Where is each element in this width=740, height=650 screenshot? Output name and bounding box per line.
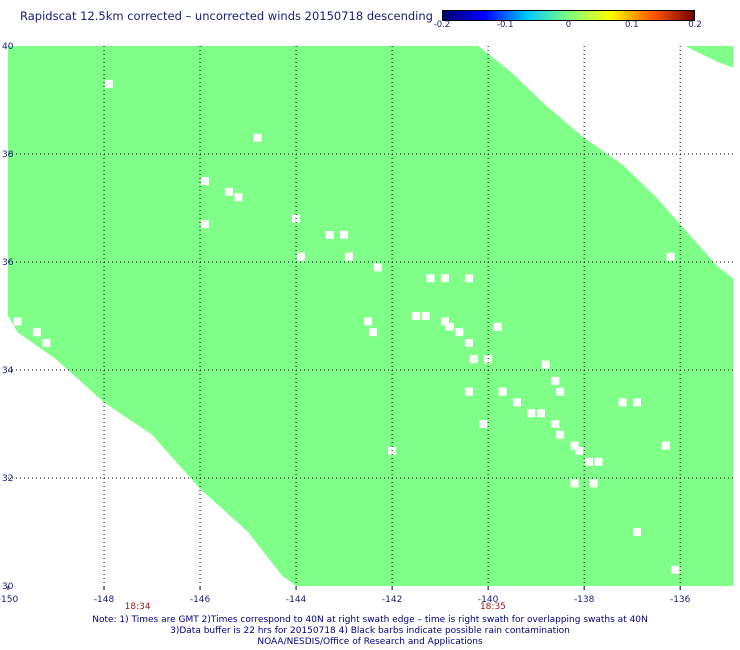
missing-data-cell	[527, 409, 536, 418]
missing-data-cell	[13, 317, 22, 326]
missing-data-cell	[445, 322, 454, 331]
missing-data-cell	[551, 420, 560, 428]
missing-data-cell	[224, 187, 233, 196]
missing-data-cell	[344, 252, 353, 261]
missing-data-cell	[32, 328, 41, 337]
missing-data-cell	[618, 398, 627, 407]
missing-data-cell	[104, 79, 113, 88]
missing-data-cell	[484, 355, 493, 364]
missing-data-cell	[536, 409, 545, 418]
missing-data-cell	[325, 231, 334, 239]
missing-data-cell	[340, 231, 349, 239]
missing-data-cell	[541, 360, 550, 369]
y-tick-label: 36	[2, 258, 14, 268]
missing-data-cell	[570, 479, 579, 488]
missing-data-cell	[671, 565, 680, 574]
missing-data-cell	[455, 328, 464, 337]
missing-data-cell	[556, 387, 565, 396]
x-tick-label: -140	[478, 595, 499, 605]
colorbar-tick-label: -0.2	[433, 20, 451, 30]
missing-data-cell	[479, 420, 488, 428]
missing-data-cell	[364, 317, 373, 326]
missing-data-cell	[440, 317, 449, 326]
footnote-line-2: 3)Data buffer is 22 hrs for 20150718 4) …	[170, 626, 570, 636]
missing-data-cell	[575, 447, 584, 455]
x-tick-label: -150	[0, 595, 18, 605]
colorbar-tick-label: 0.2	[688, 20, 702, 30]
missing-data-cell	[426, 274, 435, 283]
missing-data-cell	[570, 441, 579, 450]
footnote-line-3: NOAA/NESDIS/Office of Research and Appli…	[257, 637, 483, 647]
y-tick-label: 32	[2, 474, 13, 484]
swath-fill	[8, 46, 733, 586]
missing-data-cell	[464, 387, 473, 396]
chart-title: Rapidscat 12.5km corrected – uncorrected…	[20, 9, 433, 23]
y-tick-label: 30	[2, 582, 14, 592]
missing-data-cell	[632, 398, 641, 407]
time-label: 18:34	[125, 602, 151, 612]
x-tick-label: -142	[382, 595, 402, 605]
missing-data-cell	[440, 274, 449, 283]
missing-data-cell	[666, 252, 675, 261]
x-tick-label: -148	[94, 595, 115, 605]
missing-data-cell	[200, 220, 209, 229]
missing-data-cell	[42, 339, 51, 347]
footnote-line-1: Note: 1) Times are GMT 2)Times correspon…	[92, 615, 648, 625]
y-tick-label: 38	[2, 150, 14, 160]
missing-data-cell	[253, 133, 262, 142]
missing-data-cell	[551, 376, 560, 385]
x-tick-label: -138	[574, 595, 595, 605]
missing-data-cell	[469, 355, 478, 364]
missing-data-cell	[234, 193, 243, 202]
missing-data-cell	[556, 430, 565, 439]
x-tick-label: -144	[286, 595, 307, 605]
missing-data-cell	[661, 441, 670, 450]
missing-data-cell	[498, 387, 507, 396]
missing-data-cell	[464, 339, 473, 347]
x-tick-label: -136	[670, 595, 691, 605]
missing-data-cell	[200, 177, 209, 185]
missing-data-cell	[584, 457, 593, 466]
missing-data-cell	[421, 312, 430, 320]
missing-data-cell	[373, 263, 382, 272]
colorbar-tick-label: -0.1	[496, 20, 514, 30]
missing-data-cell	[368, 328, 377, 337]
y-tick-label: 40	[2, 42, 14, 52]
missing-data-cell	[512, 398, 521, 407]
swath-fill-corner	[685, 46, 733, 68]
missing-data-cell	[589, 479, 598, 488]
missing-data-cell	[296, 252, 305, 261]
y-tick-label: 34	[2, 366, 14, 376]
missing-data-cell	[493, 322, 502, 331]
colorbar	[442, 10, 695, 21]
time-label: 18:35	[480, 602, 506, 612]
missing-data-cell	[632, 528, 641, 536]
colorbar-tick-label: 0	[565, 20, 572, 30]
x-tick-label: -146	[190, 595, 211, 605]
missing-data-cell	[412, 312, 421, 320]
missing-data-cell	[464, 274, 473, 283]
missing-data-cell	[594, 457, 603, 466]
colorbar-tick-label: 0.1	[624, 20, 639, 30]
